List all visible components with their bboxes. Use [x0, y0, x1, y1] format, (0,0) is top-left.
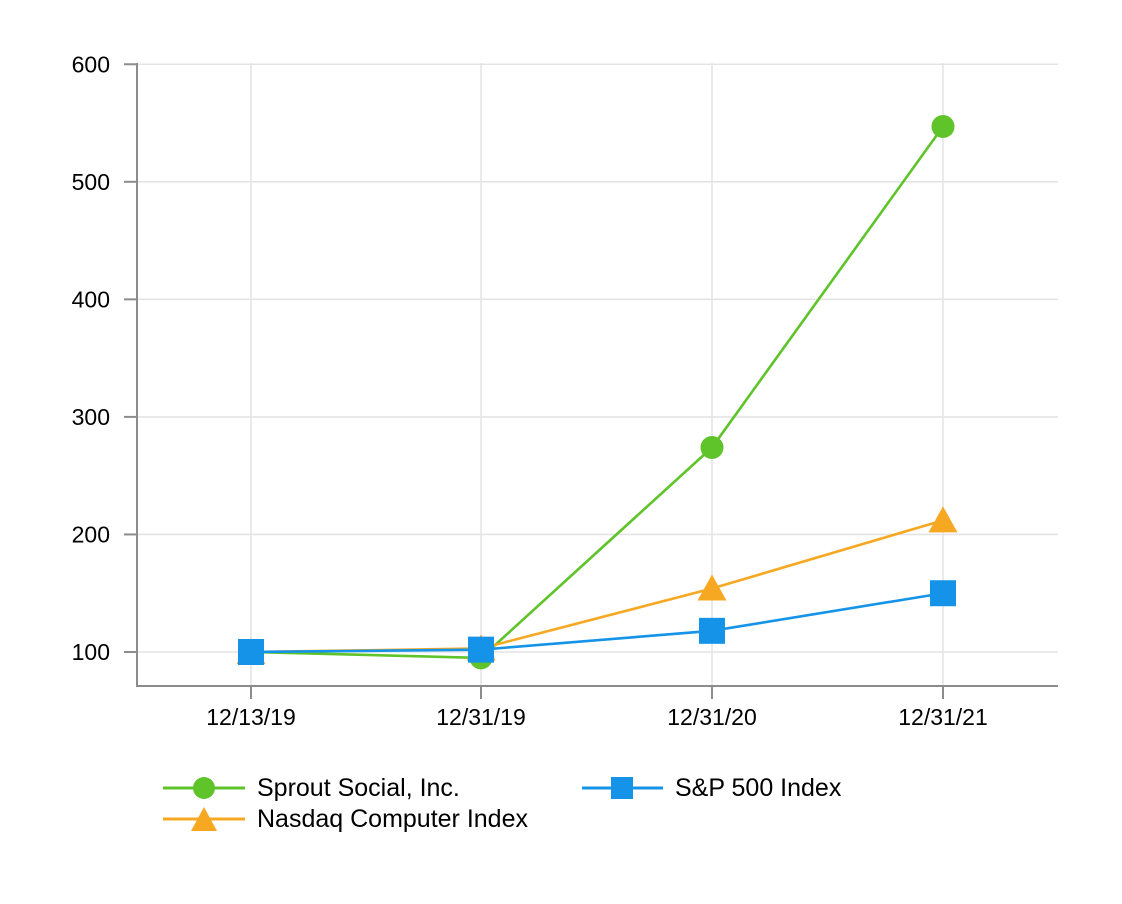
sprout-social-circle-marker-icon: [163, 777, 245, 799]
legend-label-sprout-social: Sprout Social, Inc.: [257, 774, 460, 802]
x-tick-label: 12/13/19: [206, 704, 296, 730]
legend-item-sprout-social: Sprout Social, Inc.: [163, 774, 460, 802]
series-line-circle: [250, 125, 945, 660]
series-line-square: [250, 591, 944, 654]
series-line-triangle: [250, 519, 944, 654]
legend-label-nasdaq-computer: Nasdaq Computer Index: [257, 805, 528, 833]
y-tick-label: 400: [72, 286, 110, 312]
y-tick-label: 600: [72, 51, 110, 77]
data-point-triangle: [928, 506, 958, 533]
y-tick-label: 200: [72, 521, 110, 547]
y-tick-label: 300: [72, 404, 110, 430]
x-tick-label: 12/31/21: [898, 704, 988, 730]
y-tick-label: 100: [72, 639, 110, 665]
nasdaq-triangle-marker-icon: [163, 807, 245, 831]
data-point-triangle: [697, 574, 727, 601]
x-tick-label: 12/31/19: [436, 704, 526, 730]
y-tick-label: 500: [72, 169, 110, 195]
data-point-circle: [931, 115, 955, 139]
data-point-square: [699, 617, 725, 644]
sp500-square-marker-icon: [582, 777, 663, 799]
legend-label-sp500: S&P 500 Index: [675, 774, 842, 802]
legend-item-sp500: S&P 500 Index: [582, 774, 841, 802]
legend-item-nasdaq-computer: Nasdaq Computer Index: [163, 805, 528, 833]
data-point-square: [930, 580, 956, 607]
data-point-square: [238, 639, 264, 665]
x-tick-label: 12/31/20: [667, 704, 757, 730]
data-point-square: [468, 636, 494, 663]
data-point-circle: [700, 435, 724, 459]
